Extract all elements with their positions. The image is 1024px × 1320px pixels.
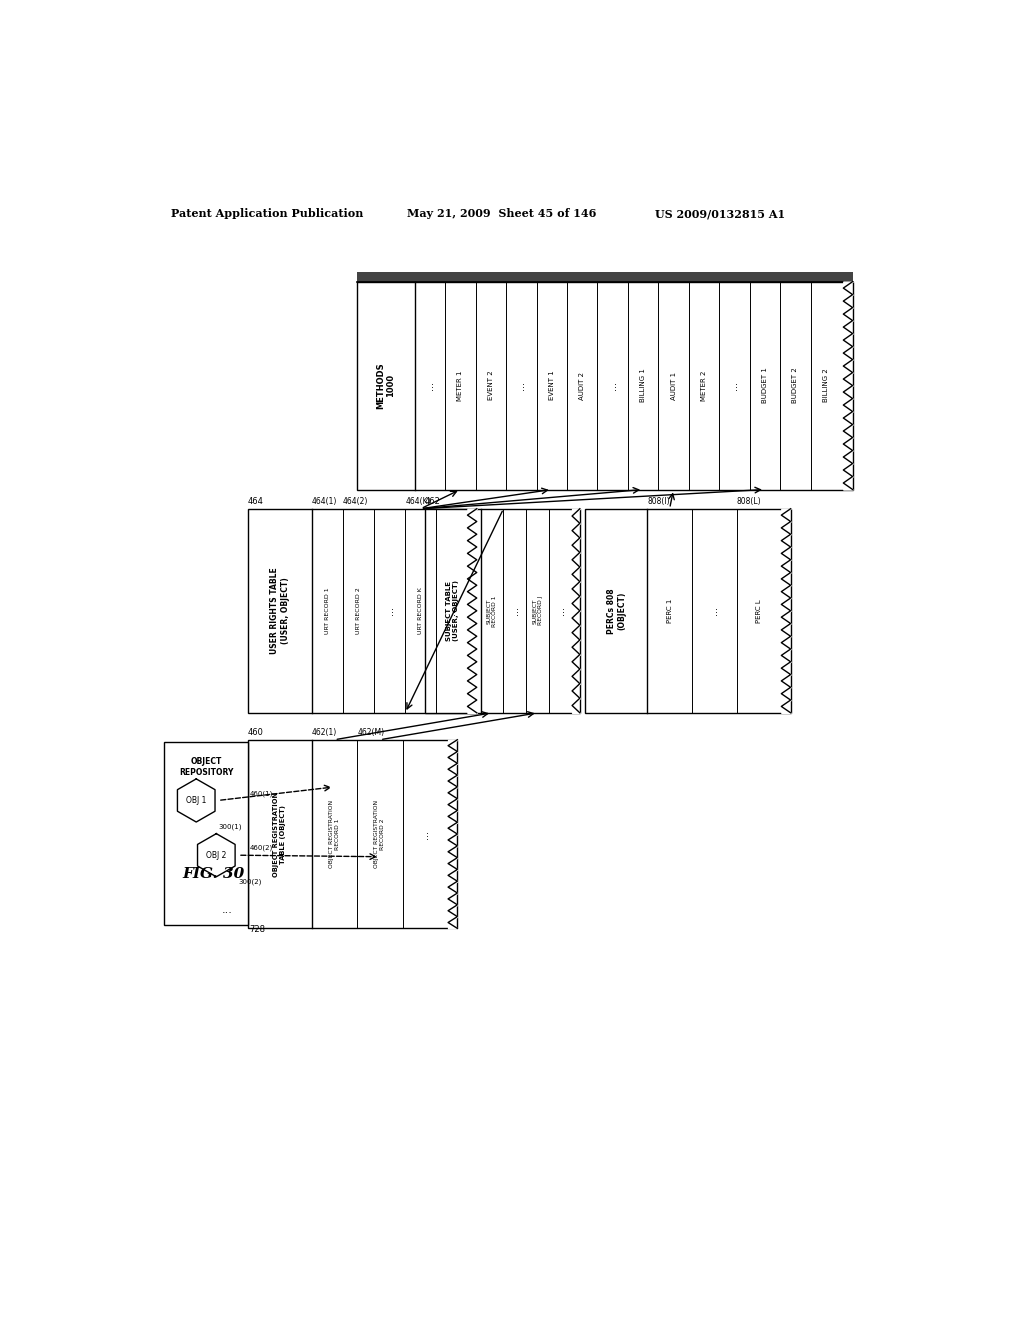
- Text: URT RECORD 1: URT RECORD 1: [325, 587, 330, 634]
- Polygon shape: [177, 779, 215, 822]
- Bar: [425, 508, 580, 713]
- Text: 464(K): 464(K): [406, 498, 431, 507]
- Text: METHODS
1000: METHODS 1000: [376, 362, 395, 409]
- Text: URT RECORD 2: URT RECORD 2: [356, 587, 360, 634]
- Text: 808(L): 808(L): [736, 498, 761, 507]
- Text: ...: ...: [710, 606, 719, 615]
- Text: METER 1: METER 1: [458, 371, 464, 401]
- Text: ...: ...: [425, 381, 435, 389]
- Bar: [586, 508, 791, 713]
- Text: OBJ 1: OBJ 1: [186, 796, 207, 805]
- Bar: [356, 281, 853, 490]
- Bar: [248, 739, 458, 928]
- Text: OBJECT REGISTRATION
RECORD 1: OBJECT REGISTRATION RECORD 1: [329, 800, 340, 869]
- Text: 460: 460: [248, 729, 264, 738]
- Text: METER 2: METER 2: [701, 371, 707, 401]
- Text: 464: 464: [248, 498, 264, 507]
- Text: OBJECT
REPOSITORY: OBJECT REPOSITORY: [179, 758, 233, 777]
- Text: ...: ...: [385, 606, 394, 615]
- Text: ...: ...: [420, 829, 430, 838]
- Text: 728: 728: [250, 925, 265, 933]
- Text: Patent Application Publication: Patent Application Publication: [171, 209, 362, 219]
- Text: 460(2): 460(2): [250, 845, 273, 851]
- Text: PERC 1: PERC 1: [667, 598, 673, 623]
- Text: FIG. 30: FIG. 30: [182, 867, 245, 882]
- Text: ...: ...: [510, 606, 520, 615]
- Text: BUDGET 1: BUDGET 1: [762, 367, 768, 404]
- Text: AUDIT 1: AUDIT 1: [671, 371, 677, 400]
- Text: BUDGET 2: BUDGET 2: [793, 368, 799, 404]
- Bar: [248, 508, 477, 713]
- Text: EVENT 2: EVENT 2: [487, 371, 494, 400]
- Text: 808(I): 808(I): [647, 498, 670, 507]
- Bar: [356, 272, 853, 281]
- Text: BILLING 2: BILLING 2: [822, 368, 828, 403]
- Text: 462: 462: [425, 498, 440, 507]
- Text: PERC L: PERC L: [756, 599, 762, 623]
- Text: SUBJECT TABLE
(USER, OBJECT): SUBJECT TABLE (USER, OBJECT): [446, 581, 459, 642]
- Text: ...: ...: [222, 906, 232, 915]
- Text: US 2009/0132815 A1: US 2009/0132815 A1: [655, 209, 785, 219]
- Text: OBJECT REGISTRATION
TABLE (OBJECT): OBJECT REGISTRATION TABLE (OBJECT): [273, 792, 287, 876]
- Text: ...: ...: [556, 606, 565, 615]
- Bar: [165, 742, 248, 924]
- Text: EVENT 1: EVENT 1: [549, 371, 555, 400]
- Text: PERCs 808
(OBJECT): PERCs 808 (OBJECT): [606, 587, 626, 634]
- Text: 300(2): 300(2): [239, 878, 262, 884]
- Text: May 21, 2009  Sheet 45 of 146: May 21, 2009 Sheet 45 of 146: [407, 209, 596, 219]
- Text: 464(2): 464(2): [343, 498, 369, 507]
- Text: 300(1): 300(1): [219, 824, 243, 830]
- Text: SUBJECT
RECORD J: SUBJECT RECORD J: [532, 597, 543, 626]
- Text: SUBJECT
RECORD 1: SUBJECT RECORD 1: [486, 595, 498, 627]
- Polygon shape: [198, 834, 236, 876]
- Text: BILLING 1: BILLING 1: [640, 368, 646, 403]
- Text: URT RECORD K: URT RECORD K: [418, 587, 423, 634]
- Text: 464(1): 464(1): [311, 498, 337, 507]
- Text: 462(M): 462(M): [357, 729, 384, 738]
- Text: OBJECT REGISTRATION
RECORD 2: OBJECT REGISTRATION RECORD 2: [375, 800, 385, 869]
- Text: 462(1): 462(1): [311, 729, 337, 738]
- Text: ...: ...: [516, 381, 526, 389]
- Text: ...: ...: [729, 381, 739, 389]
- Text: ...: ...: [607, 381, 617, 389]
- Text: ...: ...: [446, 606, 457, 615]
- Text: USER RIGHTS TABLE
(USER, OBJECT): USER RIGHTS TABLE (USER, OBJECT): [270, 568, 290, 655]
- Text: AUDIT 2: AUDIT 2: [580, 371, 585, 400]
- Text: OBJ 2: OBJ 2: [206, 850, 226, 859]
- Text: 460(1): 460(1): [250, 791, 273, 796]
